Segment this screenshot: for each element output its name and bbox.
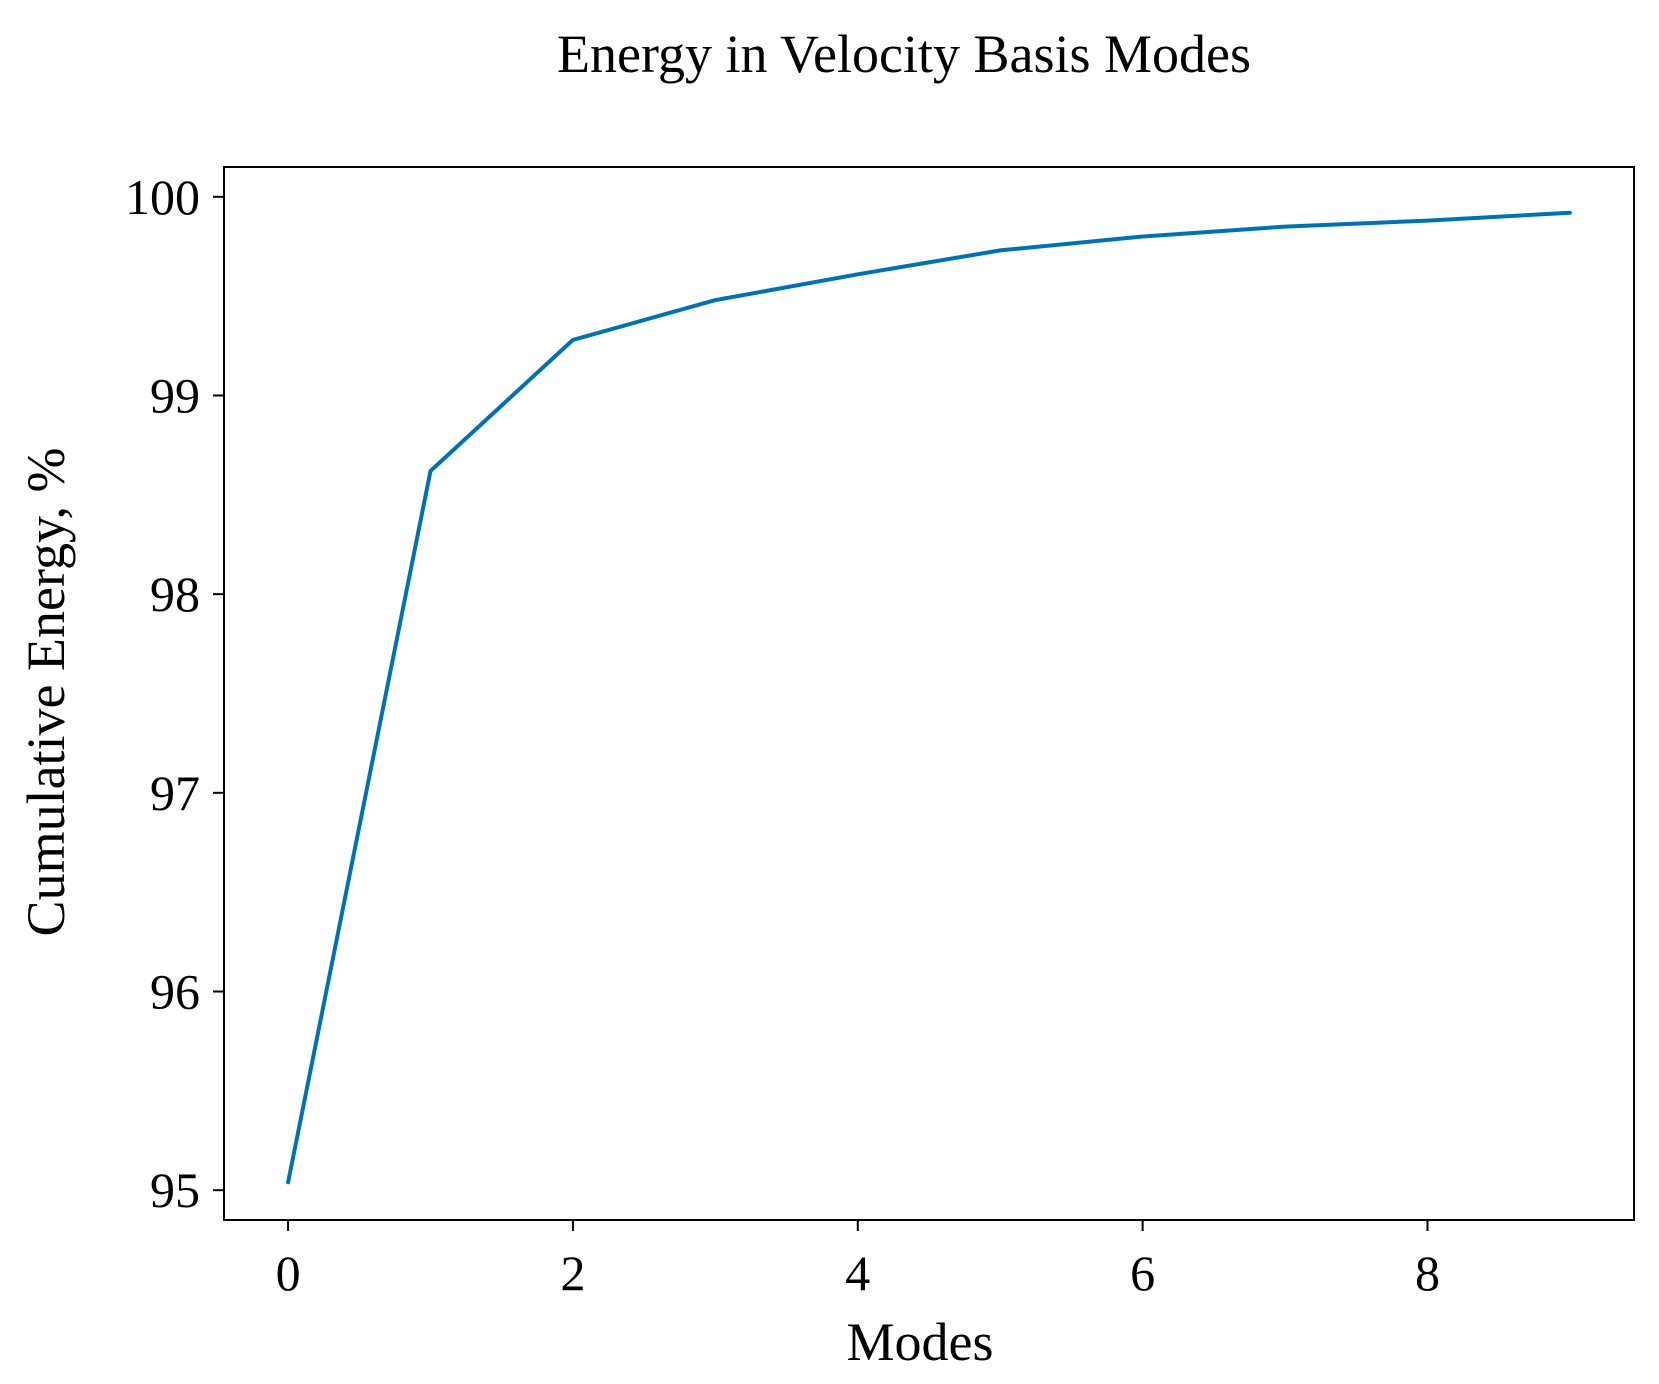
x-tick-label: 4 [845, 1245, 870, 1301]
y-tick-label: 100 [125, 169, 200, 225]
y-tick-label: 99 [150, 367, 200, 423]
plot-frame [223, 166, 1635, 1221]
series-group [286, 210, 1572, 1185]
y-axis-label: Cumulative Energy, % [16, 448, 76, 937]
data-point [571, 338, 575, 342]
chart-title: Energy in Velocity Basis Modes [557, 24, 1251, 84]
x-axis-label: Modes [847, 1312, 994, 1372]
y-tick-label: 97 [150, 765, 200, 821]
x-tick-label: 6 [1130, 1245, 1155, 1301]
data-point [1568, 211, 1572, 215]
x-tick-label: 8 [1415, 1245, 1440, 1301]
data-point [429, 469, 433, 473]
series-line [286, 210, 1572, 1185]
data-point [713, 298, 717, 302]
y-tick-label: 96 [150, 964, 200, 1020]
y-tick-label: 95 [150, 1162, 200, 1218]
x-tick-label: 0 [276, 1245, 301, 1301]
y-axis-ticks: 95 96 97 98 99 100 [125, 169, 224, 1218]
x-axis-ticks: 0 2 4 6 8 [276, 1220, 1440, 1301]
data-point [856, 272, 860, 276]
data-point [1141, 235, 1145, 239]
data-point [1283, 225, 1287, 229]
x-tick-label: 2 [560, 1245, 585, 1301]
data-point [998, 248, 1002, 252]
data-point [1425, 219, 1429, 223]
y-tick-label: 98 [150, 566, 200, 622]
data-point [286, 1180, 290, 1184]
